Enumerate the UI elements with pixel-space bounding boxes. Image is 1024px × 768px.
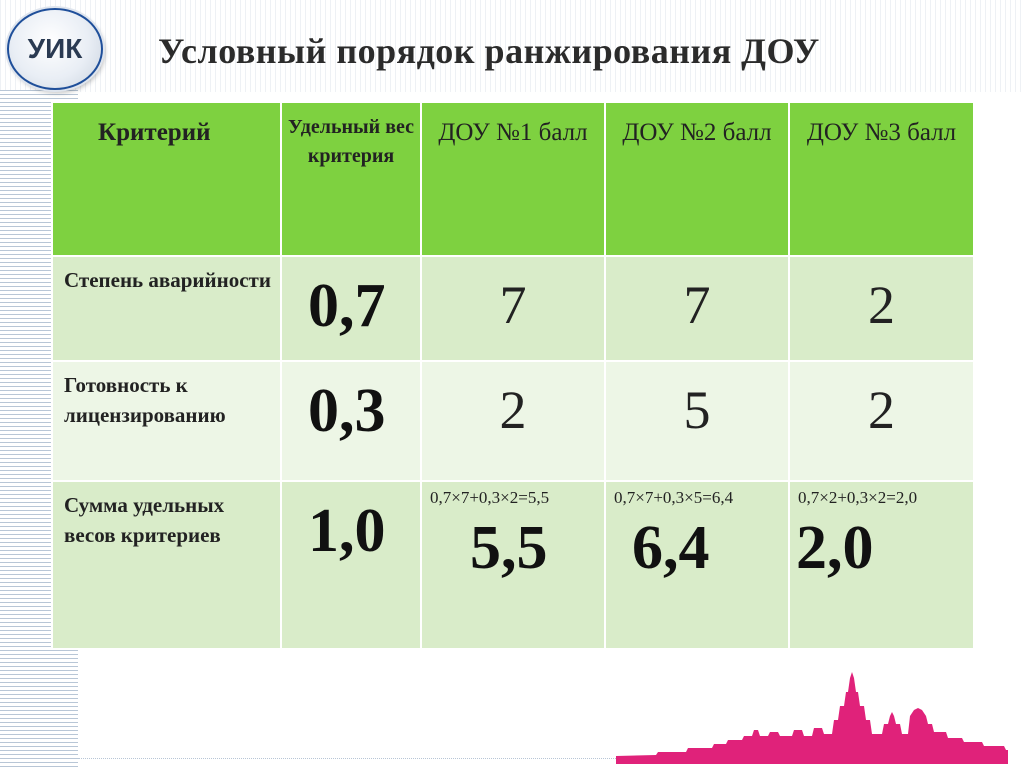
score-cell: 2: [788, 255, 975, 362]
total-cell: 0,7×7+0,3×5=6,4 6,4: [604, 480, 790, 650]
criterion-cell: Сумма удельных весов критериев: [51, 480, 282, 650]
total-cell: 0,7×2+0,3×2=2,0 2,0: [788, 480, 975, 650]
weight-cell: 1,0: [280, 480, 422, 650]
header-criterion: Критерий: [51, 101, 282, 257]
header-dou-3: ДОУ №3 балл: [788, 101, 975, 257]
ranking-table: Критерий Удельный вес критерия ДОУ №1 ба…: [51, 101, 975, 650]
total-cell: 0,7×7+0,3×2=5,5 5,5: [420, 480, 606, 650]
score-cell: 2: [788, 360, 975, 482]
score-cell: 7: [420, 255, 606, 362]
formula-text: 0,7×2+0,3×2=2,0: [798, 488, 918, 507]
formula-text: 0,7×7+0,3×5=6,4: [614, 488, 734, 507]
total-value: 6,4: [632, 514, 710, 582]
decorative-divider: [78, 758, 618, 760]
criterion-cell: Готовность к лицензированию: [51, 360, 282, 482]
score-cell: 2: [420, 360, 606, 482]
page-title: Условный порядок ранжирования ДОУ: [158, 31, 820, 71]
table-header-row: Критерий Удельный вес критерия ДОУ №1 ба…: [51, 101, 975, 257]
header-dou-1: ДОУ №1 балл: [420, 101, 606, 257]
table-row: Готовность к лицензированию 0,3 2 5 2: [51, 360, 975, 482]
total-value: 2,0: [796, 514, 874, 582]
decorative-top-stripes: [0, 0, 1024, 92]
formula-text: 0,7×7+0,3×2=5,5: [430, 488, 550, 507]
total-value: 5,5: [470, 514, 548, 582]
weight-cell: 0,3: [280, 360, 422, 482]
logo-text: УИК: [27, 33, 83, 64]
uik-logo: УИК: [7, 8, 103, 90]
weight-cell: 0,7: [280, 255, 422, 362]
table-total-row: Сумма удельных весов критериев 1,0 0,7×7…: [51, 480, 975, 650]
header-dou-2: ДОУ №2 балл: [604, 101, 790, 257]
criterion-cell: Степень аварийности: [51, 255, 282, 362]
header-weight: Удельный вес критерия: [280, 101, 422, 257]
table-row: Степень аварийности 0,7 7 7 2: [51, 255, 975, 362]
city-skyline-icon: [616, 672, 1008, 764]
score-cell: 5: [604, 360, 790, 482]
score-cell: 7: [604, 255, 790, 362]
